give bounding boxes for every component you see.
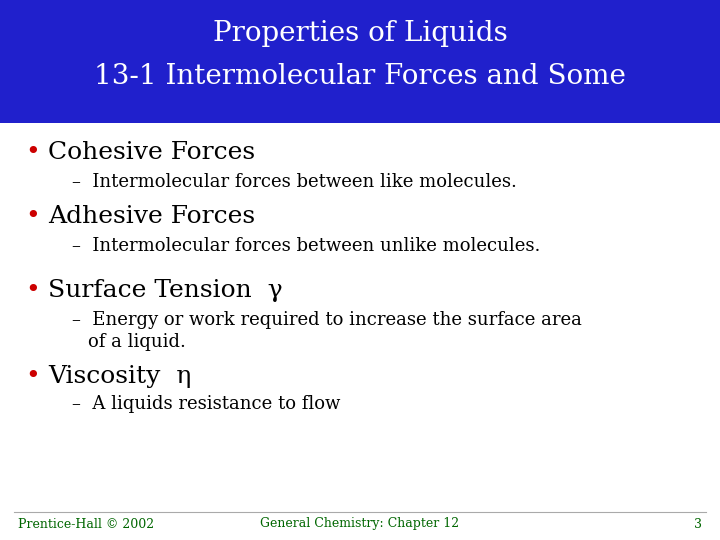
Text: •: • <box>25 279 40 302</box>
Text: •: • <box>25 205 40 228</box>
Text: Viscosity  η: Viscosity η <box>48 365 192 388</box>
Text: –  Intermolecular forces between like molecules.: – Intermolecular forces between like mol… <box>72 173 517 191</box>
Bar <box>0 0 720 123</box>
Text: –  A liquids resistance to flow: – A liquids resistance to flow <box>72 395 341 413</box>
Text: Cohesive Forces: Cohesive Forces <box>48 141 255 164</box>
Text: –  Intermolecular forces between unlike molecules.: – Intermolecular forces between unlike m… <box>72 237 541 255</box>
Text: Surface Tension  γ: Surface Tension γ <box>48 279 283 302</box>
Text: of a liquid.: of a liquid. <box>88 333 186 351</box>
Text: General Chemistry: Chapter 12: General Chemistry: Chapter 12 <box>261 517 459 530</box>
Text: 3: 3 <box>694 517 702 530</box>
Text: Adhesive Forces: Adhesive Forces <box>48 205 255 228</box>
Text: Prentice-Hall © 2002: Prentice-Hall © 2002 <box>18 517 154 530</box>
Text: •: • <box>25 141 40 164</box>
Text: •: • <box>25 365 40 388</box>
Text: 13-1 Intermolecular Forces and Some: 13-1 Intermolecular Forces and Some <box>94 63 626 90</box>
Text: –  Energy or work required to increase the surface area: – Energy or work required to increase th… <box>72 311 582 329</box>
Text: Properties of Liquids: Properties of Liquids <box>212 20 508 47</box>
